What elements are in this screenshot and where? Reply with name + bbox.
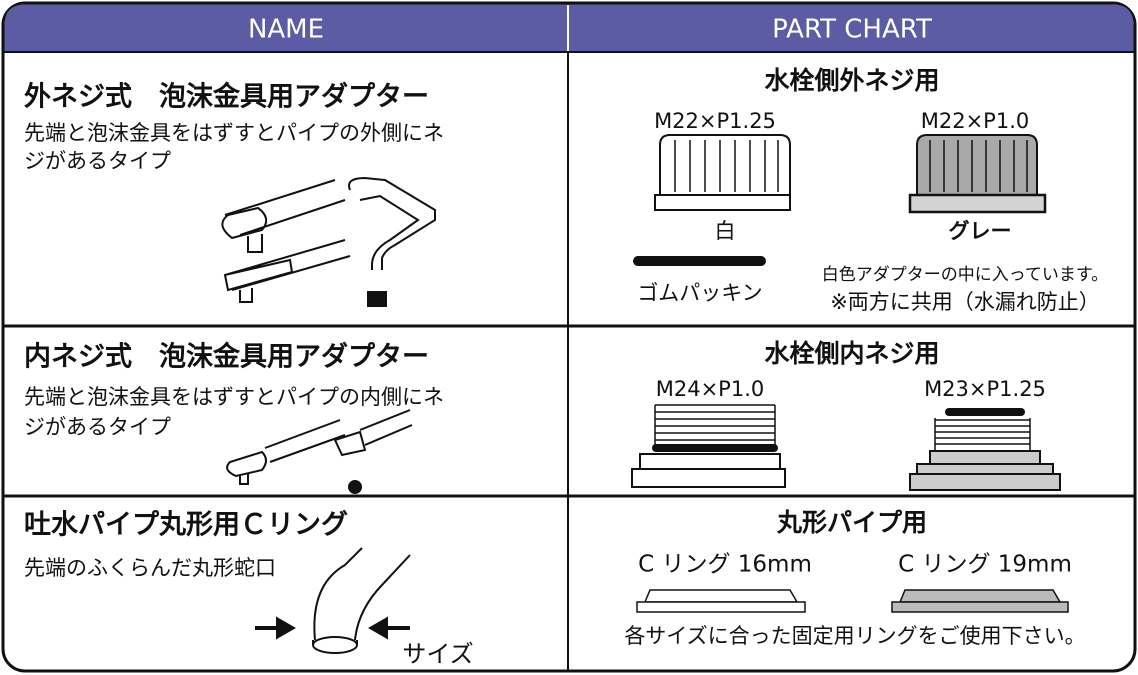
nut-gray — [908, 134, 1047, 214]
rubber-packing — [633, 256, 766, 266]
adapter-inner-2 — [909, 408, 1061, 491]
adapter-inner-1 — [631, 404, 786, 488]
part-color: 白 — [715, 219, 736, 243]
part-heading: 丸形パイプ用 — [776, 508, 927, 537]
row-title: 外ネジ式 泡沫金具用アダプター — [24, 81, 429, 113]
part-spec: M24×P1.0 — [656, 377, 765, 401]
part-spec: M22×P1.0 — [921, 109, 1030, 133]
part-color: グレー — [949, 219, 1012, 243]
part-spec: M22×P1.25 — [654, 109, 776, 133]
c-ring-16 — [636, 589, 806, 613]
part-heading: 水栓側内ネジ用 — [764, 339, 939, 368]
row-title: 内ネジ式 泡沫金具用アダプター — [24, 341, 429, 373]
row-description: 先端と泡沫金具をはずすとパイプの外側にネ — [24, 121, 444, 145]
row-description: 先端と泡沫金具をはずすとパイプの内側にネ — [24, 385, 444, 409]
faucet-illustration — [312, 547, 411, 654]
size-arrows — [255, 616, 410, 640]
row-title: 吐水パイプ丸形用Ｃリング — [24, 509, 348, 541]
c-ring-19 — [891, 589, 1069, 613]
packing-label: ゴムパッキン — [637, 281, 762, 305]
row-description: ジがあるタイプ — [24, 149, 171, 173]
part-spec: C リング 16mm — [638, 552, 812, 578]
faucet-illustration — [226, 409, 413, 494]
part-spec: M23×P1.25 — [924, 377, 1046, 401]
part-note: ※両方に共用（水漏れ防止） — [830, 290, 1100, 314]
size-label: サイズ — [402, 640, 473, 668]
row-description: 先端のふくらんだ丸形蛇口 — [24, 556, 276, 580]
part-note: 白色アダプターの中に入っています。 — [822, 265, 1108, 285]
part-note: 各サイズに合った固定用リングをご使用下さい。 — [624, 624, 1085, 648]
header-part-chart: PART CHART — [772, 15, 932, 45]
nut-white — [654, 134, 791, 211]
header-name: NAME — [248, 15, 324, 45]
part-heading: 水栓側外ネジ用 — [764, 66, 939, 95]
part-spec: C リング 19mm — [898, 552, 1072, 578]
faucet-illustration — [221, 176, 436, 307]
row-description: ジがあるタイプ — [24, 415, 171, 439]
